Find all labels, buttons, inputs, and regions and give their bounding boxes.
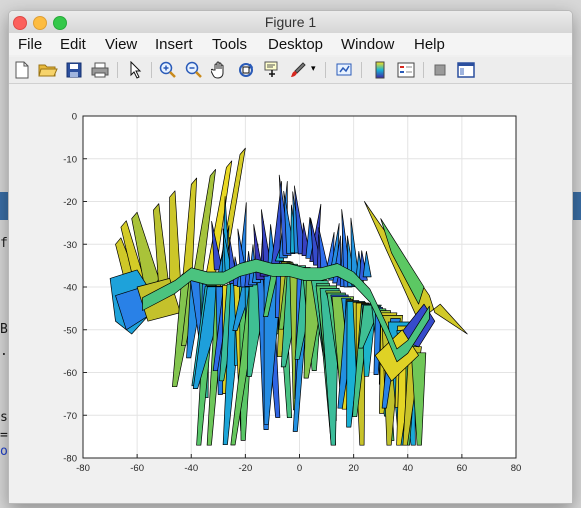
minimize-icon[interactable] (33, 16, 47, 30)
edit-plot-icon[interactable] (125, 59, 147, 81)
x-tick-label: -60 (130, 463, 144, 474)
x-tick-label: 60 (457, 463, 468, 474)
zoom-out-icon[interactable] (183, 59, 205, 81)
figure-window: Figure 1 File Edit View Insert Tools Des… (8, 10, 573, 504)
menu-edit[interactable]: Edit (60, 36, 86, 53)
y-tick-label: 0 (72, 112, 77, 123)
y-tick-label: -10 (63, 154, 77, 165)
print-figure-icon[interactable] (89, 59, 111, 81)
data-cursor-icon[interactable] (261, 59, 283, 81)
menu-window[interactable]: Window (341, 36, 395, 53)
x-tick-label: 20 (348, 463, 359, 474)
maximize-icon[interactable] (53, 16, 67, 30)
x-tick-label: -80 (76, 463, 90, 474)
window-title: Figure 1 (264, 14, 317, 30)
y-tick-label: -70 (63, 411, 77, 422)
x-tick-label: 40 (402, 463, 413, 474)
background-window-header-right (571, 192, 581, 220)
insert-colorbar-icon[interactable] (369, 59, 391, 81)
menu-file[interactable]: File (18, 36, 43, 53)
x-tick-label: 0 (297, 463, 302, 474)
menu-help[interactable]: Help (414, 36, 445, 53)
surface-patch (142, 258, 430, 363)
y-tick-label: -40 (63, 283, 77, 294)
menu-bar: File Edit View Insert Tools Desktop Wind… (9, 33, 572, 71)
x-tick-label: -20 (239, 463, 253, 474)
surface-patch (211, 220, 223, 271)
menu-view[interactable]: View (105, 36, 138, 53)
new-figure-icon[interactable] (11, 59, 33, 81)
rotate-3d-icon[interactable] (235, 59, 257, 81)
surface-patch (362, 250, 372, 278)
show-plot-tools-icon[interactable] (455, 59, 477, 81)
axes[interactable]: -80 -60 -40 -20 0 20 40 60 80 0 -10 -20 -30 -40 -50 -60… (9, 84, 572, 503)
title-bar[interactable]: Figure 1 (9, 11, 572, 34)
brush-dropdown-icon[interactable]: ▾ (311, 63, 316, 73)
plot-area: -80 -60 -40 -20 0 20 40 60 80 0 -10 -20 -30 -40 -50 -60… (9, 84, 572, 503)
surface-patch (380, 218, 425, 305)
pan-hand-icon[interactable] (209, 59, 231, 81)
y-tick-label: -60 (63, 368, 77, 379)
menu-insert[interactable]: Insert (155, 36, 193, 53)
link-plot-icon[interactable] (333, 59, 355, 81)
surface-patch (410, 352, 427, 446)
surface-patch (283, 190, 296, 255)
menu-tools[interactable]: Tools (212, 36, 248, 53)
y-tick-label: -80 (63, 454, 77, 465)
zoom-in-icon[interactable] (157, 59, 179, 81)
brush-icon[interactable] (287, 59, 309, 81)
background-text: B (0, 322, 8, 337)
insert-legend-icon[interactable] (395, 59, 417, 81)
x-tick-label: -40 (184, 463, 198, 474)
background-window-header (0, 192, 8, 220)
save-figure-icon[interactable] (63, 59, 85, 81)
y-tick-label: -50 (63, 325, 77, 336)
background-text: o (0, 444, 8, 459)
close-icon[interactable] (13, 16, 27, 30)
background-text: = (0, 428, 8, 443)
figure-toolbar: ▾ (9, 57, 572, 84)
y-tick-label: -30 (63, 240, 77, 251)
y-tick-label: -20 (63, 197, 77, 208)
x-tick-label: 80 (511, 463, 522, 474)
surface-plot (109, 147, 468, 446)
menu-desktop[interactable]: Desktop (268, 36, 324, 53)
hide-plot-tools-icon[interactable] (429, 59, 451, 81)
open-file-icon[interactable] (37, 59, 59, 81)
